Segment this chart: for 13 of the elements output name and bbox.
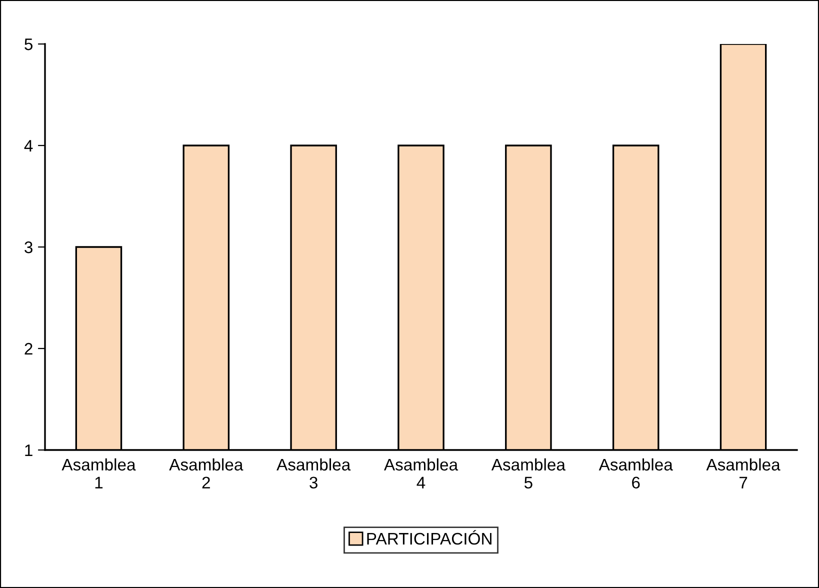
x-tick-label: Asamblea 6 [598, 458, 673, 489]
y-tick-label: 2 [24, 342, 32, 355]
legend-label: PARTICIPACIÓN [367, 530, 492, 545]
y-tick-label: 1 [25, 444, 32, 456]
x-tick-label: Asamblea 4 [384, 458, 458, 488]
x-tick-label: Asamblea 5 [491, 458, 566, 489]
y-tick-label: 3 [24, 241, 32, 254]
x-tick-label: Asamblea 1 [62, 458, 136, 488]
x-tick-label: Asamblea 3 [276, 458, 351, 489]
x-tick-label: Asamblea 7 [706, 458, 780, 488]
y-tick-label: 4 [24, 140, 33, 152]
y-tick-label: 5 [24, 38, 32, 50]
x-tick-label: Asamblea 2 [169, 458, 244, 488]
